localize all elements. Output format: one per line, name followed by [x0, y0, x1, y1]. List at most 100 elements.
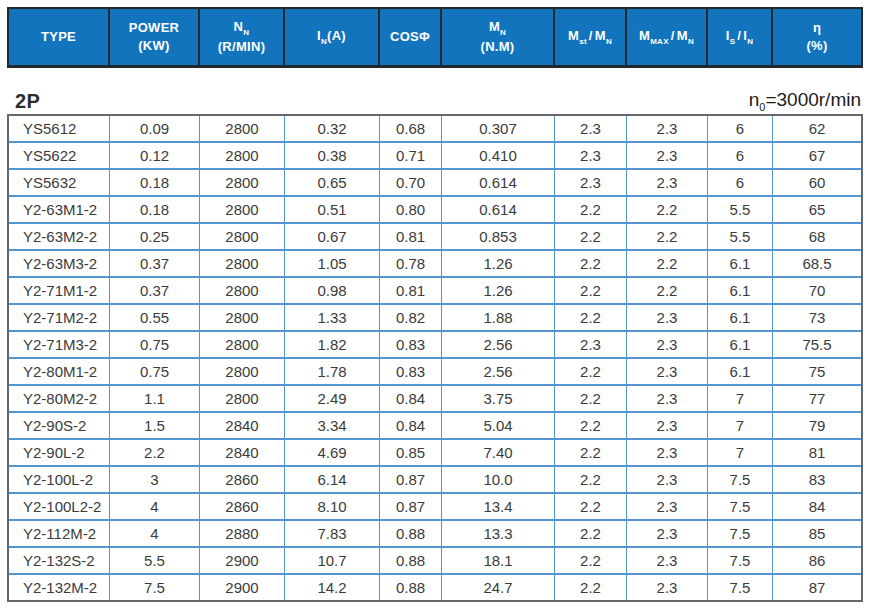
value-cell: 86: [773, 547, 861, 574]
value-cell: 2.2: [627, 223, 708, 250]
type-cell: Y2-90L-2: [9, 439, 110, 466]
table-row: Y2-90S-21.528403.340.845.042.22.3779: [9, 412, 861, 439]
value-cell: 0.38: [285, 142, 380, 169]
type-cell: YS5622: [9, 142, 110, 169]
value-cell: 0.87: [380, 466, 442, 493]
value-cell: 0.55: [110, 304, 200, 331]
column-header-rated-torque: MN (N.M): [442, 9, 555, 65]
value-cell: 5.04: [442, 412, 555, 439]
table-row: Y2-80M1-20.7528001.780.832.562.22.36.175: [9, 358, 861, 385]
type-cell: Y2-132M-2: [9, 574, 110, 600]
value-cell: 2800: [200, 196, 285, 223]
value-cell: 81: [773, 439, 861, 466]
value-cell: 0.70: [380, 169, 442, 196]
header-unit: (KW): [138, 37, 170, 55]
table-row: Y2-63M2-20.2528000.670.810.8532.22.25.56…: [9, 223, 861, 250]
value-cell: 0.67: [285, 223, 380, 250]
value-cell: 0.307: [442, 116, 555, 142]
value-cell: 2800: [200, 331, 285, 358]
value-cell: 2.2: [555, 412, 627, 439]
value-cell: 0.75: [110, 331, 200, 358]
value-cell: 0.83: [380, 331, 442, 358]
table-row: Y2-132S-25.5290010.70.8818.12.22.37.586: [9, 547, 861, 574]
value-cell: 2.3: [555, 331, 627, 358]
type-cell: Y2-71M1-2: [9, 277, 110, 304]
value-cell: 7: [708, 439, 773, 466]
value-cell: 0.84: [380, 412, 442, 439]
value-cell: 2.3: [555, 116, 627, 142]
value-cell: 0.88: [380, 574, 442, 600]
value-cell: 79: [773, 412, 861, 439]
value-cell: 2.3: [555, 169, 627, 196]
table-row: Y2-71M2-20.5528001.330.821.882.22.36.173: [9, 304, 861, 331]
value-cell: 85: [773, 520, 861, 547]
type-cell: Y2-71M3-2: [9, 331, 110, 358]
value-cell: 2.2: [555, 196, 627, 223]
value-cell: 2900: [200, 547, 285, 574]
value-cell: 13.4: [442, 493, 555, 520]
value-cell: 6: [708, 169, 773, 196]
value-cell: 2.2: [555, 250, 627, 277]
value-cell: 2.2: [555, 223, 627, 250]
value-cell: 0.80: [380, 196, 442, 223]
value-cell: 7.5: [708, 493, 773, 520]
value-cell: 5.5: [708, 223, 773, 250]
value-cell: 2800: [200, 116, 285, 142]
value-cell: 1.5: [110, 412, 200, 439]
value-cell: 0.853: [442, 223, 555, 250]
value-cell: 2.2: [627, 250, 708, 277]
value-cell: 2800: [200, 142, 285, 169]
value-cell: 65: [773, 196, 861, 223]
type-cell: Y2-100L2-2: [9, 493, 110, 520]
value-cell: 7.40: [442, 439, 555, 466]
value-cell: 67: [773, 142, 861, 169]
value-cell: 0.75: [110, 358, 200, 385]
type-cell: Y2-63M2-2: [9, 223, 110, 250]
value-cell: 2.2: [555, 277, 627, 304]
value-cell: 2.2: [555, 439, 627, 466]
value-cell: 2840: [200, 439, 285, 466]
value-cell: 5.5: [110, 547, 200, 574]
header-label: η: [813, 19, 821, 37]
value-cell: 10.7: [285, 547, 380, 574]
value-cell: 2.3: [555, 142, 627, 169]
value-cell: 2.2: [555, 304, 627, 331]
value-cell: 0.614: [442, 169, 555, 196]
value-cell: 2.2: [555, 385, 627, 412]
value-cell: 6.1: [708, 304, 773, 331]
value-cell: 2.2: [555, 574, 627, 600]
type-cell: Y2-100L-2: [9, 466, 110, 493]
spec-table-body: YS56120.0928000.320.680.3072.32.3662YS56…: [9, 116, 861, 600]
value-cell: 2.3: [627, 385, 708, 412]
value-cell: 2.2: [555, 520, 627, 547]
column-header-starting-current-ratio: IS/IN: [708, 9, 773, 65]
value-cell: 7.5: [110, 574, 200, 600]
spec-table: YS56120.0928000.320.680.3072.32.3662YS56…: [7, 114, 863, 602]
value-cell: 2.56: [442, 358, 555, 385]
header-unit: (R/MIN): [218, 38, 266, 56]
synchronous-speed-note: n0=3000r/min: [749, 89, 861, 113]
column-header-power-factor: COSΦ: [380, 9, 442, 65]
value-cell: 2800: [200, 358, 285, 385]
type-cell: Y2-71M2-2: [9, 304, 110, 331]
type-cell: YS5612: [9, 116, 110, 142]
value-cell: 73: [773, 304, 861, 331]
value-cell: 2.3: [627, 358, 708, 385]
value-cell: 0.68: [380, 116, 442, 142]
table-row: Y2-100L-2328606.140.8710.02.22.37.583: [9, 466, 861, 493]
header-unit: (N.M): [481, 38, 515, 56]
value-cell: 1.1: [110, 385, 200, 412]
type-cell: Y2-80M2-2: [9, 385, 110, 412]
value-cell: 0.37: [110, 250, 200, 277]
value-cell: 2.2: [555, 358, 627, 385]
value-cell: 2.3: [627, 466, 708, 493]
value-cell: 75.5: [773, 331, 861, 358]
type-cell: Y2-63M3-2: [9, 250, 110, 277]
value-cell: 2.56: [442, 331, 555, 358]
value-cell: 2840: [200, 412, 285, 439]
value-cell: 6.1: [708, 358, 773, 385]
column-header-rated-current: IN(A): [285, 9, 380, 65]
value-cell: 0.25: [110, 223, 200, 250]
value-cell: 13.3: [442, 520, 555, 547]
column-header-rated-speed: NN (R/MIN): [200, 9, 285, 65]
